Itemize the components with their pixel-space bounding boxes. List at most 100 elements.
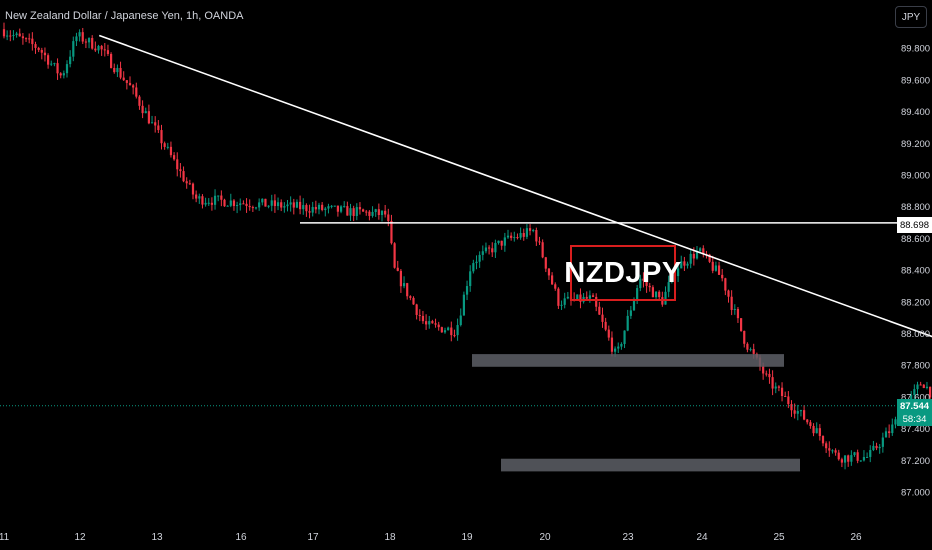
candle [198, 193, 201, 204]
candle [535, 227, 538, 246]
candle [100, 44, 103, 56]
price-tick-label: 87.600 [901, 392, 930, 403]
candle [119, 61, 122, 80]
candle [525, 224, 528, 240]
candle [213, 189, 217, 210]
candle [478, 251, 481, 268]
candle [440, 326, 443, 333]
candle [157, 120, 160, 134]
candle [261, 198, 264, 206]
candle [774, 382, 777, 394]
candle [317, 202, 321, 215]
candle [40, 47, 43, 60]
candle [472, 259, 475, 274]
candle [434, 318, 437, 328]
candle [598, 301, 601, 315]
candle [9, 30, 12, 42]
candle [591, 293, 595, 298]
candle [494, 239, 497, 258]
candle [295, 199, 299, 209]
candle [270, 194, 273, 212]
upper-resistance-zone[interactable] [472, 354, 784, 367]
candle-countdown-label: 58:34 [897, 413, 932, 426]
candle [217, 195, 220, 202]
price-scale[interactable]: 89.800 89.600 89.400 89.200 89.000 88.800 88.6… [901, 44, 930, 499]
candle [541, 239, 544, 259]
candle [453, 329, 456, 338]
candle [421, 310, 425, 324]
candle [604, 317, 607, 332]
candle [248, 199, 251, 211]
candle [686, 261, 689, 269]
candle [500, 240, 503, 250]
price-tick-label: 87.000 [901, 488, 930, 499]
candle [727, 289, 730, 303]
candle [818, 424, 821, 441]
price-tick-label: 87.400 [901, 424, 930, 435]
candle [276, 197, 280, 211]
pair-label-box[interactable]: NZDJPY [564, 245, 681, 301]
downtrend-line[interactable] [98, 34, 932, 453]
candle [47, 53, 50, 69]
candle [828, 441, 831, 457]
candle [321, 202, 324, 212]
candle [862, 450, 866, 462]
candle [299, 195, 302, 215]
candle [195, 190, 198, 203]
candle [724, 277, 727, 296]
lower-support-zone[interactable] [501, 458, 800, 472]
candle [87, 37, 91, 49]
candle [245, 198, 248, 213]
candle [141, 100, 144, 119]
candle [393, 242, 396, 269]
candle [103, 43, 106, 57]
candle [220, 190, 223, 207]
candle [207, 198, 210, 206]
candle [305, 203, 308, 217]
candle [399, 269, 402, 293]
candle [12, 30, 15, 41]
time-tick-label: 19 [461, 532, 473, 543]
candle [166, 142, 169, 150]
candle [223, 198, 226, 207]
candle [286, 200, 289, 212]
candle [185, 177, 188, 189]
candle [365, 209, 368, 216]
candle [645, 274, 648, 293]
candle [289, 196, 292, 212]
candle [465, 280, 469, 301]
time-tick-label: 16 [235, 532, 247, 543]
candle [437, 321, 440, 331]
candle [62, 70, 65, 79]
candle [796, 404, 799, 421]
price-tick-label: 88.800 [901, 202, 930, 213]
candle [787, 391, 790, 409]
price-tick-label: 89.600 [901, 75, 930, 86]
time-tick-label: 20 [539, 532, 551, 543]
price-tick-label: 89.400 [901, 107, 930, 118]
candle [349, 203, 352, 221]
candle [878, 443, 881, 454]
candle [749, 347, 752, 352]
candle [229, 193, 232, 208]
candle [258, 198, 261, 211]
candle [503, 232, 506, 252]
candle [24, 37, 28, 43]
candle [402, 276, 406, 289]
time-scale[interactable]: 11 12 13 16 17 18 19 20 23 24 25 26 [0, 532, 862, 543]
candle [390, 214, 393, 245]
candle [132, 83, 135, 95]
candle [803, 405, 806, 421]
candle [188, 179, 191, 185]
candle [566, 291, 569, 300]
candle [110, 52, 113, 69]
candle [18, 28, 21, 37]
candle [544, 256, 547, 273]
time-tick-label: 24 [696, 532, 708, 543]
candle [339, 205, 343, 214]
candle [881, 432, 884, 453]
currency-button[interactable]: JPY [895, 6, 927, 28]
chart-title: New Zealand Dollar / Japanese Yen, 1h, O… [5, 10, 244, 22]
candle [784, 391, 787, 398]
